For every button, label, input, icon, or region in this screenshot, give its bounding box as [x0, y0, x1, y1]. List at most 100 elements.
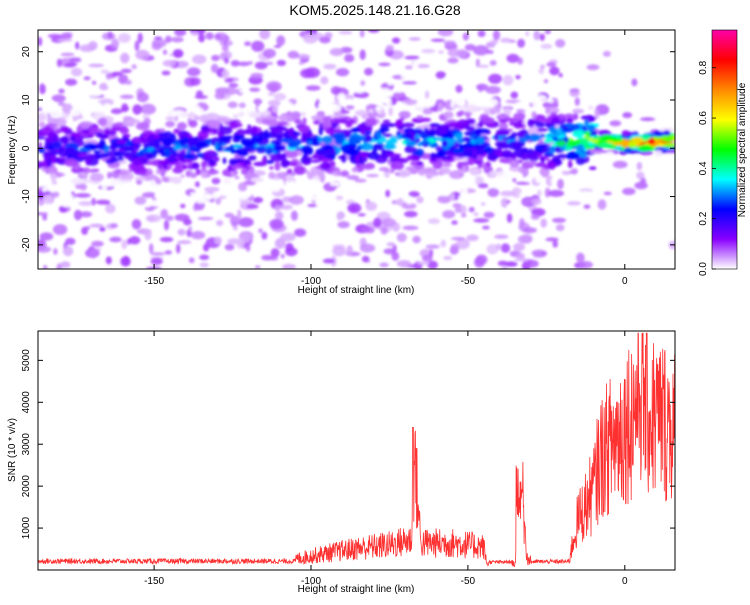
heatmap-speckle — [545, 237, 559, 242]
heatmap-blob — [176, 122, 187, 131]
heatmap-blob — [413, 148, 425, 157]
heatmap-blob — [360, 86, 374, 92]
heatmap-speckle — [435, 71, 446, 79]
heatmap-speckle — [492, 30, 501, 41]
y-tick-label: 2000 — [21, 475, 32, 498]
heatmap-speckle — [385, 189, 391, 198]
heatmap-speckle — [62, 103, 73, 115]
heatmap-speckle — [402, 225, 419, 231]
heatmap-speckle — [272, 220, 280, 227]
x-tick-label: -150 — [144, 576, 164, 587]
x-tick-label: -100 — [301, 576, 321, 587]
heatmap-speckle — [147, 215, 156, 223]
heatmap-speckle — [538, 67, 545, 75]
heatmap-blob — [540, 156, 545, 164]
heatmap-blob — [220, 126, 233, 135]
heatmap-blob — [46, 184, 60, 193]
colorbar-ticks: 0.0 0.2 0.4 0.6 0.8 — [698, 60, 716, 276]
heatmap-speckle — [438, 50, 445, 54]
heatmap-blob — [168, 154, 176, 159]
heatmap-blob — [47, 100, 54, 108]
heatmap-blob — [416, 161, 424, 166]
heatmap-speckle — [385, 44, 394, 52]
heatmap-blob — [354, 109, 369, 116]
heatmap-blob — [55, 130, 62, 134]
heatmap-speckle — [49, 191, 60, 198]
heatmap-blob — [162, 138, 172, 147]
heatmap-blob — [533, 94, 547, 101]
heatmap-blob — [490, 182, 503, 189]
heatmap-speckle — [224, 212, 234, 218]
heatmap-blob — [575, 144, 587, 153]
heatmap-blob — [88, 154, 98, 159]
heatmap-blob — [376, 131, 382, 140]
heatmap-blob — [131, 186, 138, 192]
heatmap-blob — [309, 96, 317, 103]
heatmap-speckle — [84, 226, 91, 230]
heatmap-blob — [126, 119, 141, 124]
heatmap-blob — [265, 159, 275, 164]
heatmap-blob — [88, 127, 98, 135]
heatmap-blob — [160, 85, 170, 92]
heatmap-blob — [319, 158, 333, 162]
heatmap-speckle — [378, 62, 391, 67]
heatmap-speckle — [359, 243, 376, 253]
heatmap-speckle — [447, 57, 459, 64]
heatmap-blob — [152, 143, 161, 150]
heatmap-blob — [387, 79, 393, 86]
heatmap-blob — [45, 106, 59, 111]
heatmap-blob — [421, 99, 435, 108]
heatmap-blob — [348, 118, 356, 125]
heatmap-speckle — [636, 171, 645, 180]
heatmap-blob — [347, 85, 355, 91]
heatmap-speckle — [198, 33, 206, 43]
snr-x-label: Height of straight line (km) — [298, 584, 415, 595]
heatmap-speckle — [78, 201, 94, 206]
heatmap-speckle — [150, 257, 163, 265]
heatmap-blob — [470, 168, 480, 176]
heatmap-speckle — [91, 80, 97, 85]
heatmap-blob — [201, 162, 207, 169]
heatmap-speckle — [232, 226, 238, 231]
heatmap-speckle — [506, 53, 520, 64]
heatmap-speckle — [236, 238, 245, 249]
heatmap-blob — [460, 161, 470, 165]
heatmap-blob — [578, 191, 593, 197]
heatmap-speckle — [270, 248, 280, 258]
heatmap-speckle — [244, 41, 252, 46]
heatmap-speckle — [347, 202, 362, 214]
heatmap-speckle — [190, 231, 206, 240]
heatmap-speckle — [280, 253, 285, 259]
heatmap-blob — [302, 160, 311, 166]
heatmap-blob — [46, 123, 58, 127]
heatmap-speckle — [408, 37, 421, 41]
heatmap-speckle — [525, 259, 539, 268]
heatmap-blob — [243, 159, 251, 165]
heatmap-blob — [401, 122, 415, 128]
heatmap-blob — [426, 84, 431, 90]
heatmap-blob — [180, 137, 191, 144]
heatmap-blob — [502, 171, 513, 180]
heatmap-speckle — [99, 82, 109, 91]
heatmap-speckle — [552, 240, 558, 248]
heatmap-blob — [181, 164, 188, 170]
heatmap-speckle — [177, 228, 186, 236]
heatmap-blob — [304, 105, 311, 112]
heatmap-speckle — [401, 202, 417, 210]
heatmap-blob — [416, 115, 424, 119]
heatmap-blob — [224, 185, 231, 189]
heatmap-speckle — [188, 257, 195, 264]
heatmap-blob — [398, 169, 410, 178]
snr-series-line — [38, 332, 675, 568]
heatmap-speckle — [109, 236, 122, 243]
heatmap-blob — [304, 169, 309, 174]
heatmap-speckle — [454, 207, 462, 213]
heatmap-speckle — [494, 234, 509, 239]
heatmap-blob — [238, 89, 249, 94]
heatmap-blob — [580, 115, 589, 120]
heatmap-blob — [149, 179, 156, 185]
heatmap-speckle — [253, 98, 263, 105]
heatmap-speckle — [60, 32, 73, 40]
heatmap-speckle — [354, 178, 367, 183]
heatmap-speckle — [192, 54, 207, 65]
